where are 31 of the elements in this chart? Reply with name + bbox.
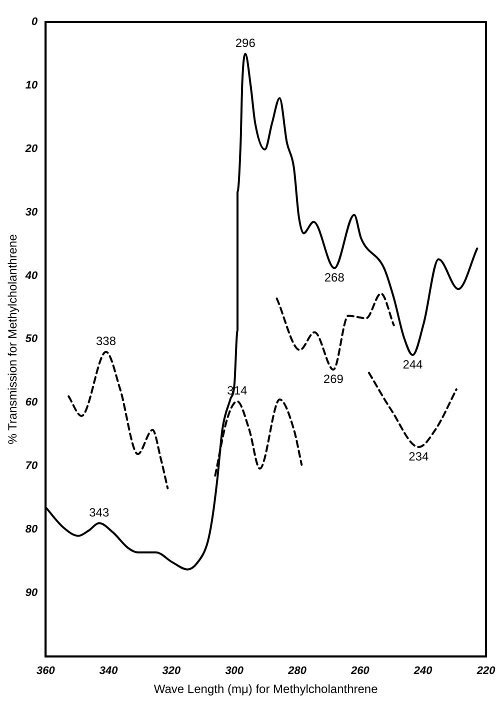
line-series (214, 398, 303, 477)
annotation: 234 (408, 449, 430, 464)
line-series (276, 292, 395, 371)
line-series (368, 372, 458, 448)
y-tick-label: 10 (25, 79, 39, 92)
x-tick-label: 280 (287, 665, 308, 678)
annotation: 338 (96, 334, 116, 348)
x-tick-label: 320 (162, 665, 182, 678)
annotation: 343 (89, 505, 110, 520)
x-tick-label: 300 (225, 665, 244, 678)
y-tick-label: 70 (25, 460, 39, 472)
annotation: 268 (324, 270, 345, 284)
y-tick-label: 0 (32, 16, 39, 28)
y-tick-label: 80 (25, 524, 39, 536)
y-tick-label: 20 (24, 142, 39, 155)
x-tick-label: 260 (350, 665, 370, 678)
annotation: 244 (402, 357, 424, 372)
y-tick-label: 60 (25, 396, 39, 409)
x-axis-title: Wave Length (mμ) for Methylcholanthrene (154, 682, 378, 696)
y-tick-label: 90 (25, 586, 39, 599)
x-tick-label: 360 (36, 665, 56, 678)
y-tick-label: 30 (25, 206, 39, 218)
y-tick-label: 40 (24, 270, 39, 282)
y-axis-title: % Transmission for Methylcholanthrene (6, 234, 20, 444)
y-tick-label: 50 (25, 333, 39, 346)
annotation: 269 (323, 372, 344, 386)
x-tick-label: 220 (476, 665, 496, 678)
x-tick-label: 340 (99, 665, 119, 678)
x-tick-label: 240 (412, 665, 434, 678)
annotation: 296 (235, 36, 256, 50)
line-series (68, 350, 169, 490)
